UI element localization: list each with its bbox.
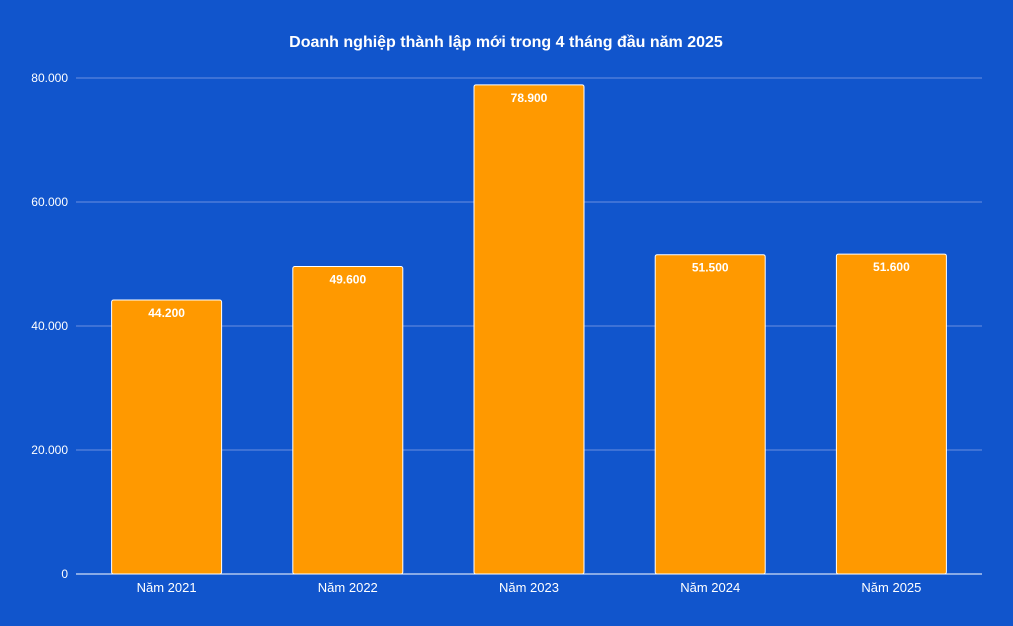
bar — [111, 299, 223, 575]
bars — [111, 84, 947, 575]
bar — [835, 253, 947, 575]
x-tick-label: Năm 2021 — [137, 580, 197, 595]
bar — [292, 265, 404, 575]
x-tick-label: Năm 2025 — [861, 580, 921, 595]
x-tick-label: Năm 2023 — [499, 580, 559, 595]
value-labels: 44.200 49.600 78.900 51.500 51.600 — [148, 91, 910, 320]
x-axis-ticks: Năm 2021 Năm 2022 Năm 2023 Năm 2024 Năm 2025 — [137, 580, 922, 595]
y-tick-label: 20.000 — [31, 443, 68, 457]
x-tick-label: Năm 2022 — [318, 580, 378, 595]
bar-value-label: 51.600 — [873, 260, 910, 274]
bar — [654, 254, 766, 575]
bar-value-label: 51.500 — [692, 261, 729, 275]
bar-value-label: 78.900 — [511, 91, 548, 105]
x-tick-label: Năm 2024 — [680, 580, 740, 595]
bar-value-label: 44.200 — [148, 306, 185, 320]
y-tick-label: 40.000 — [31, 319, 68, 333]
y-tick-label: 60.000 — [31, 195, 68, 209]
bar-value-label: 49.600 — [329, 272, 366, 286]
chart-title: Doanh nghiệp thành lập mới trong 4 tháng… — [289, 34, 723, 51]
y-tick-label: 0 — [61, 567, 68, 581]
y-axis-ticks: 0 20.000 40.000 60.000 80.000 — [31, 71, 68, 581]
y-tick-label: 80.000 — [31, 71, 68, 85]
bar — [473, 84, 585, 575]
